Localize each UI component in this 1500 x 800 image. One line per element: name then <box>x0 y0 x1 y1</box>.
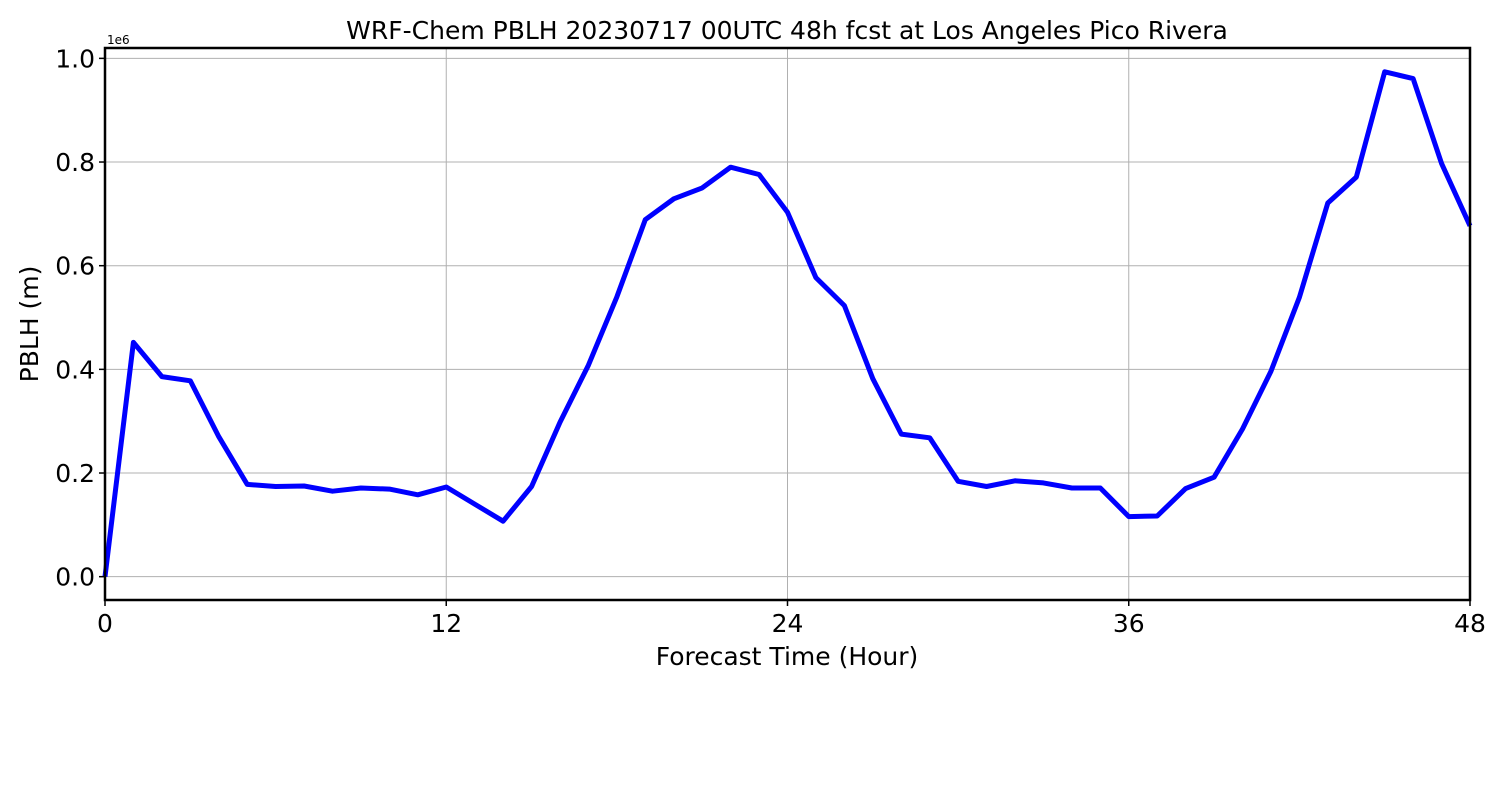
y-axis: 0.0 0.2 0.4 0.6 0.8 1.0 <box>55 44 105 592</box>
x-tick-label: 0 <box>97 609 113 638</box>
x-axis-label: Forecast Time (Hour) <box>656 642 919 671</box>
x-axis: 0 12 24 36 48 <box>97 600 1486 638</box>
x-tick-label: 12 <box>430 609 462 638</box>
chart-title: WRF-Chem PBLH 20230717 00UTC 48h fcst at… <box>346 16 1228 45</box>
y-tick-label: 0.0 <box>55 563 95 592</box>
series-layer <box>102 69 1473 578</box>
y-tick-label: 0.8 <box>55 148 95 177</box>
y-tick-label: 1.0 <box>55 44 95 73</box>
y-tick-label: 0.2 <box>55 459 95 488</box>
grid <box>104 48 1471 600</box>
x-tick-label: 24 <box>772 609 804 638</box>
x-tick-label: 48 <box>1454 609 1486 638</box>
x-tick-label: 36 <box>1113 609 1145 638</box>
y-tick-label: 0.6 <box>55 252 95 281</box>
series-line <box>102 69 1473 578</box>
y-offset-label: 1e6 <box>107 33 130 47</box>
y-tick-label: 0.4 <box>55 355 95 384</box>
y-axis-label: PBLH (m) <box>15 266 44 383</box>
